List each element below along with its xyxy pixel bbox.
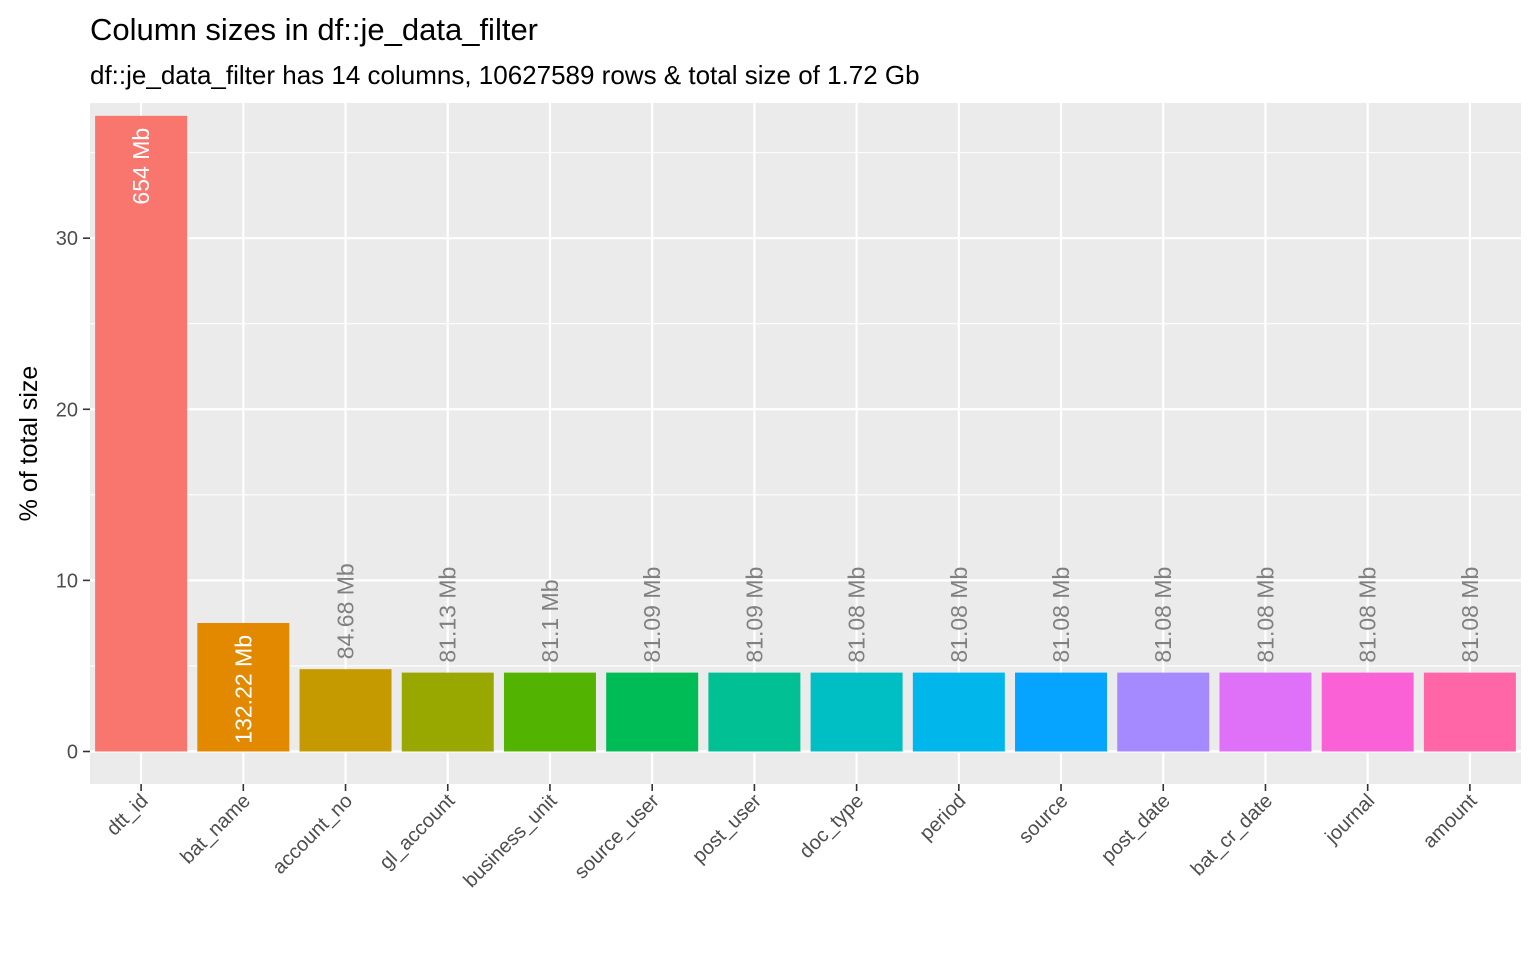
bar-post_date (1117, 672, 1210, 752)
x-tick-label: amount (1419, 790, 1482, 853)
chart-title: Column sizes in df::je_data_filter (90, 12, 539, 47)
minor-gridlines (90, 152, 1521, 667)
y-tick-label: 10 (56, 570, 78, 592)
x-tick-label: doc_type (795, 790, 868, 863)
bar-label-bat_name: 132.22 Mb (230, 635, 256, 744)
x-tick-label: post_user (688, 790, 766, 868)
x-tick-label: account_no (268, 790, 357, 879)
bar-label-doc_type: 81.08 Mb (844, 567, 870, 663)
bar-label-period: 81.08 Mb (946, 567, 972, 663)
bar-label-post_user: 81.09 Mb (741, 567, 767, 663)
bar-business_unit (503, 672, 596, 752)
bar-label-bat_cr_date: 81.08 Mb (1252, 567, 1278, 663)
x-tick-label: post_date (1097, 790, 1175, 868)
bar-source_user (606, 672, 699, 752)
x-tick-label: gl_account (375, 790, 459, 874)
bar-label-amount: 81.08 Mb (1457, 567, 1483, 663)
bar-doc_type (810, 672, 903, 752)
bar-dtt_id (95, 115, 188, 752)
bar-account_no (299, 669, 392, 752)
bar-gl_account (401, 672, 494, 752)
x-tick-label: source (1015, 790, 1073, 848)
bar-source (1015, 672, 1108, 752)
x-tick-label: journal (1320, 790, 1379, 849)
bar-journal (1321, 672, 1414, 752)
y-tick-label: 30 (56, 228, 78, 250)
x-tick-label: dtt_id (102, 790, 152, 840)
bar-label-dtt_id: 654 Mb (128, 128, 154, 205)
bar-label-post_date: 81.08 Mb (1150, 567, 1176, 663)
x-tick-label: source_user (570, 790, 664, 884)
y-axis: 0 10 20 30 (56, 228, 90, 763)
x-axis: dtt_id bat_name account_no gl_account busine… (102, 784, 1482, 892)
x-tick-label: bat_cr_date (1187, 790, 1277, 880)
bar-label-source_user: 81.09 Mb (639, 567, 665, 663)
bar-label-gl_account: 81.13 Mb (435, 567, 461, 663)
bar-label-business_unit: 81.1 Mb (537, 580, 563, 663)
x-tick-label: bat_name (176, 790, 254, 868)
bar-label-account_no: 84.68 Mb (333, 563, 359, 659)
chart-subtitle: df::je_data_filter has 14 columns, 10627… (90, 60, 920, 90)
y-axis-label: % of total size (15, 366, 43, 522)
x-tick-label: period (915, 790, 970, 845)
bar-label-journal: 81.08 Mb (1355, 567, 1381, 663)
bar-amount (1423, 672, 1516, 752)
bar-bat_name (197, 622, 290, 752)
y-tick-label: 0 (67, 741, 78, 763)
bar-label-source: 81.08 Mb (1048, 567, 1074, 663)
bar-period (912, 672, 1005, 752)
bar-labels: 654 Mb 132.22 Mb 84.68 Mb 81.13 Mb 81.1 Mb 81… (128, 128, 1483, 744)
bar-bat_cr_date (1219, 672, 1312, 752)
bar-post_user (708, 672, 801, 752)
x-tick-label: business_unit (459, 790, 561, 892)
bars (95, 115, 1516, 752)
y-tick-label: 20 (56, 399, 78, 421)
